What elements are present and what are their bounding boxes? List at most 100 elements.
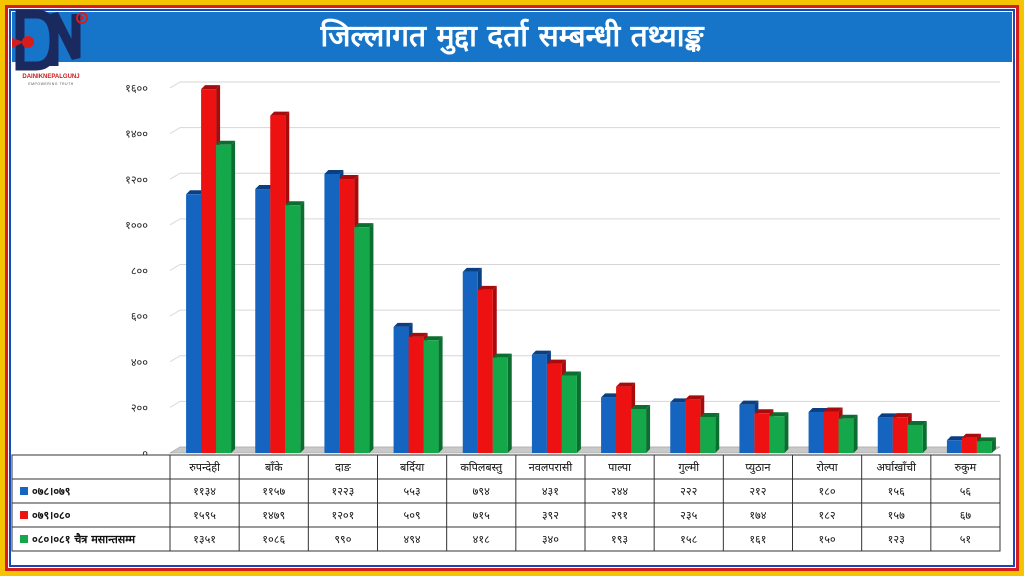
table-cell: ५०९ [403,509,420,522]
blue-frame [9,9,1015,567]
bar-top [823,407,843,412]
legend-label: ०८०।०८१ चैत्र मसान्तसम्म [32,532,135,546]
table-cell: १९३ [611,533,628,546]
bar [700,416,716,453]
category-label: बाँके [265,461,283,474]
bar-top [601,393,621,398]
table-cell: ७१५ [473,509,490,522]
bar [823,411,839,453]
bar-top [477,285,497,290]
bar-top [492,353,512,358]
table-cell: ४९४ [403,533,420,546]
y-tick-label: १६०० [125,82,148,95]
gridline-side [169,81,181,89]
table-cell: १३५१ [193,533,216,546]
category-label: पाल्पा [608,461,631,474]
bar-top [685,395,705,400]
category-label: बर्दिया [400,461,424,474]
bar-side [991,437,996,453]
table-cell: ७९४ [473,485,490,498]
table-cell: २९१ [611,509,628,522]
bar-top [769,412,789,417]
table-cell: १५० [818,533,835,546]
bar [838,418,854,453]
bar-top [546,359,566,364]
y-tick-label: १२०० [125,173,148,186]
bar-top [255,185,275,190]
bar [739,404,755,453]
y-tick-label: १००० [125,219,148,232]
gridline-side [169,400,181,408]
bar-top [808,407,828,412]
bar [477,289,493,453]
bar-side [576,371,581,453]
bar-top [631,404,651,409]
bar-side [784,412,789,453]
bar [754,413,770,453]
table-cell: १६१ [749,533,766,546]
bar-top [877,413,897,418]
bar-top [216,140,236,145]
logo [10,8,92,92]
gridline-side [169,264,181,271]
logo-tagline: EMPOWERING TRUTH [28,82,74,86]
category-label: दाङ [335,461,352,474]
bar-top [423,336,443,341]
chart-floor [169,446,1001,454]
inner-frame [5,5,1019,571]
bar-top [907,420,927,425]
gridline-side [169,355,181,363]
table-cell: ५१ [960,533,971,546]
bar-side [853,414,858,453]
bar [423,340,439,453]
bar [393,326,409,453]
bar-top [201,85,221,90]
bar [270,115,286,454]
bar-top [976,437,996,442]
bar [976,441,992,453]
bar [631,408,647,453]
chart-title: जिल्लागत मुद्दा दर्ता सम्बन्धी तथ्याङ्क [320,19,704,54]
bar [354,227,370,453]
bar-top [324,170,344,175]
table-cell: ४१८ [473,533,490,546]
category-label: रोल्पा [816,461,837,474]
y-tick-label: १४०० [125,128,148,141]
bar-top [270,111,290,116]
table-cell: ३९२ [542,509,559,522]
bar-top [408,332,428,337]
legend-swatch [20,511,28,519]
bar-side [300,201,305,453]
bar [531,354,547,453]
table-cell: १५६ [888,485,905,498]
bar-top [838,414,858,419]
bar [892,417,908,453]
bar [546,363,562,453]
bar [601,397,617,453]
bar-top [531,350,551,355]
bar [907,424,923,453]
y-tick-label: ४०० [131,356,148,369]
table-cell: १०८६ [262,533,285,546]
legend-swatch [20,487,28,495]
bar-top [285,201,305,206]
bar [339,179,355,453]
bar-side [922,420,927,453]
bar [877,417,893,453]
bar-top [700,412,720,417]
bar-top [393,322,413,327]
table-cell: ९९० [334,533,351,546]
category-label: रुकुम [955,461,977,474]
table-cell: ११३४ [193,485,216,498]
category-label: प्युठान [745,461,771,474]
table-cell: १२३ [888,533,905,546]
y-tick-label: ८०० [131,265,148,278]
category-label: कपिलबस्तु [460,461,503,474]
table-cell: ११५७ [262,485,285,498]
table-cell: १७४ [749,509,766,522]
bar [946,440,962,453]
bar [462,271,478,453]
bar-top [961,433,981,438]
